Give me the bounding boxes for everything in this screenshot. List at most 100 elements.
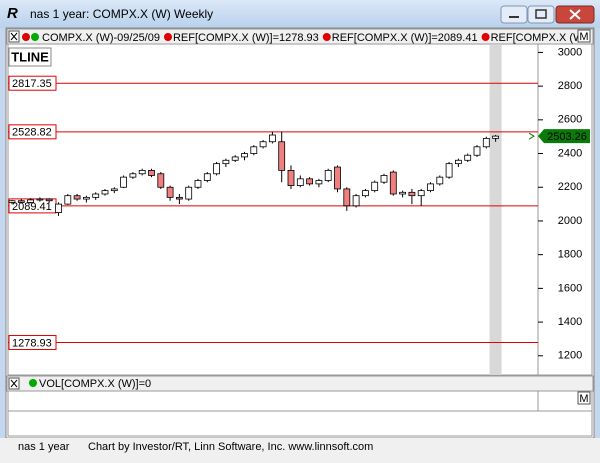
candle-body <box>101 190 109 195</box>
candle-body <box>120 176 127 188</box>
reference-label: 2528.82 <box>12 127 52 139</box>
candle-body <box>324 170 332 181</box>
status-right: Chart by Investor/RT, Linn Software, Inc… <box>88 441 373 453</box>
candle-body <box>343 188 351 207</box>
candle-body <box>157 173 165 188</box>
candle-body <box>203 173 211 181</box>
pane-close-icon <box>10 379 18 388</box>
y-tick-label: 2400 <box>558 147 582 159</box>
y-tick-label: 2800 <box>558 80 582 92</box>
candle-body <box>175 196 183 200</box>
maximize-icon <box>535 9 547 19</box>
last-price-arrow <box>528 132 535 140</box>
current-bar-highlight <box>489 45 502 375</box>
candle-body <box>306 178 314 185</box>
reference-label: 1278.93 <box>12 337 52 349</box>
candle-body <box>278 141 286 171</box>
legend-dot <box>31 33 39 41</box>
candle-body <box>231 156 239 161</box>
pane-marker-box <box>577 29 591 43</box>
y-tick-label: 1200 <box>558 350 582 362</box>
candle-body <box>287 170 295 186</box>
tline-box <box>8 47 52 67</box>
candle-body <box>166 186 174 198</box>
candle-body <box>454 159 462 165</box>
last-price-label: 2503.26 <box>547 131 587 143</box>
candle-body <box>389 171 397 195</box>
app-icon: R <box>7 5 18 22</box>
candle-body <box>222 159 230 165</box>
legend-dot <box>481 33 490 41</box>
window-title: nas 1 year: COMPX.X (W) Weekly <box>30 7 213 21</box>
x-axis-panel <box>7 410 593 437</box>
reference-label-box <box>8 124 57 140</box>
pane-close-icon <box>10 32 18 41</box>
status-bar <box>0 438 600 463</box>
candle-body <box>55 203 62 213</box>
pane-marker: M <box>579 393 588 405</box>
candle-body <box>315 180 323 185</box>
candle-body <box>138 170 146 175</box>
pane-marker-box <box>577 391 591 405</box>
candle-body <box>73 195 81 200</box>
candle-body <box>148 170 155 176</box>
candle-body <box>27 199 35 203</box>
candle-body <box>399 191 407 195</box>
close-icon <box>569 9 581 20</box>
candle-body <box>352 195 360 207</box>
candle-body <box>334 166 341 190</box>
legend: COMPX.X (W)-09/25/09 REF[COMPX.X (W)]=127… <box>42 32 584 44</box>
candle-body <box>296 178 304 186</box>
y-tick-label: 2200 <box>558 181 582 193</box>
candle-body <box>241 153 248 158</box>
candle-body <box>8 200 16 203</box>
legend-entry: COMPX.X (W)-09/25/09 <box>42 32 160 44</box>
chart-title: TLINE <box>11 49 49 64</box>
candle-body <box>361 190 369 197</box>
candle-body <box>213 163 221 175</box>
volume-label: VOL[COMPX.X (W)]=0 <box>39 378 151 390</box>
last-price-marker <box>538 129 590 144</box>
y-tick-label: 2000 <box>558 215 582 227</box>
candle-body <box>83 196 90 200</box>
reference-label: 2817.35 <box>12 78 52 90</box>
maximize-button[interactable] <box>527 5 555 24</box>
candle-body <box>492 135 500 139</box>
candle-body <box>380 175 388 183</box>
candle-body <box>473 146 481 156</box>
candle-body <box>92 193 100 198</box>
title-bar <box>0 0 600 28</box>
candle-body <box>436 176 444 185</box>
reference-label-box <box>8 334 57 350</box>
y-tick-label: 2600 <box>558 114 582 126</box>
candle-body <box>185 186 193 200</box>
candle-body <box>64 195 72 205</box>
candle-body <box>268 134 276 143</box>
candle-body <box>250 146 258 154</box>
candle-body <box>482 137 490 148</box>
candle-body <box>129 173 137 178</box>
y-tick-label: 1600 <box>558 282 582 294</box>
status-left: nas 1 year <box>18 441 70 453</box>
y-tick-label: 1400 <box>558 316 582 328</box>
pane-marker: M <box>579 31 588 43</box>
legend-dot <box>29 379 37 387</box>
candle-body <box>259 141 267 148</box>
legend-entry: REF[COMPX.X (W <box>491 32 585 44</box>
candle-body <box>110 188 118 192</box>
y-tick-label: 3000 <box>558 46 582 58</box>
reference-label-box <box>8 75 57 91</box>
candle-body <box>417 190 425 197</box>
y-axis-panel <box>537 43 593 376</box>
y-tick-label: 1800 <box>558 249 582 261</box>
plot-area <box>7 43 539 376</box>
candle-body <box>17 200 25 203</box>
legend-entry: REF[COMPX.X (W)]=1278.93 <box>173 32 319 44</box>
candle-body <box>36 198 44 201</box>
candle-body <box>464 154 472 161</box>
candle-body <box>408 191 416 197</box>
volume-pane <box>7 390 539 412</box>
candle-body <box>194 180 202 188</box>
minimize-button[interactable] <box>500 5 528 24</box>
